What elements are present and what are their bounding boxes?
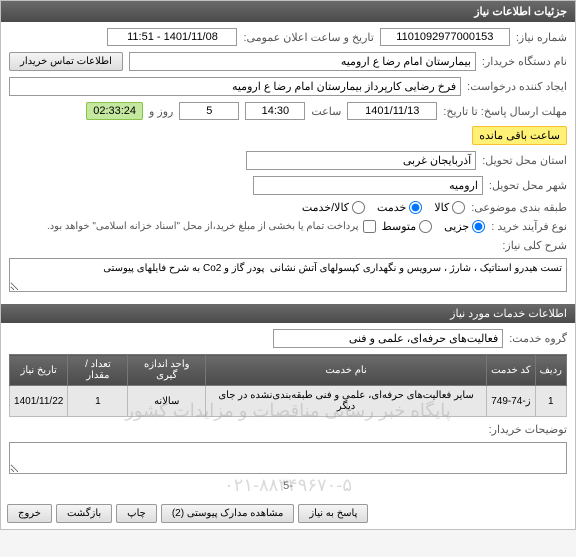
pack-goods-label: کالا [434,201,449,214]
need-number-label: شماره نیاز: [516,31,567,44]
days-value: 5 [179,102,239,120]
province-label: استان محل تحویل: [482,154,567,167]
city-label: شهر محل تحویل: [489,179,567,192]
services-bar: اطلاعات خدمات مورد نیاز [1,304,575,323]
reply-button[interactable]: پاسخ به نیاز [298,504,368,523]
buy-medium-label: متوسط [382,220,417,233]
buy-medium-radio[interactable]: متوسط [382,220,433,233]
table-header: واحد اندازه گیری [128,355,205,386]
need-number-value: 1101092977000153 [380,28,510,46]
back-button[interactable]: بازگشت [56,504,112,523]
table-cell: 1401/11/22 [10,386,68,417]
table-row: 1ز-74-749سایر فعالیت‌های حرفه‌ای، علمی و… [10,386,567,417]
exit-button[interactable]: خروج [7,504,52,523]
pack-both-label: کالا/خدمت [302,201,349,214]
buy-label: نوع فرآیند خرید : [491,220,567,233]
pack-label: طبقه بندی موضوعی: [471,201,567,214]
partial-payment-check[interactable]: پرداخت تمام یا بخشی از مبلغ خرید،از محل … [47,220,376,233]
services-table: ردیفکد خدمتنام خدمتواحد اندازه گیریتعداد… [9,354,567,417]
table-header: تاریخ نیاز [10,355,68,386]
creator-value: فرخ رضایی کارپرداز بیمارستان امام رضا ع … [9,77,461,96]
table-header: تعداد / مقدار [68,355,128,386]
province-value: آذربایجان غربی [246,151,476,170]
buy-small-label: جزیی [444,220,469,233]
pack-service-radio[interactable]: خدمت [377,201,422,214]
announce-label: تاریخ و ساعت اعلان عمومی: [243,31,373,44]
group-label: گروه خدمت: [509,332,567,345]
table-header: کد خدمت [487,355,535,386]
buyer-notes-label: توضیحات خریدار: [489,423,567,436]
remain-badge: ساعت باقی مانده [472,126,567,145]
announce-value: 1401/11/08 - 11:51 [107,28,237,46]
days-label: روز و [149,105,173,118]
table-cell: ز-74-749 [487,386,535,417]
table-cell: سایر فعالیت‌های حرفه‌ای، علمی و فنی طبقه… [205,386,486,417]
main-section: شماره نیاز: 1101092977000153 تاریخ و ساع… [1,22,575,304]
org-value: بیمارستان امام رضا ع ارومیه [129,52,476,71]
print-button[interactable]: چاپ [116,504,157,523]
time-label: ساعت [311,105,341,118]
desc-textarea[interactable] [9,258,567,292]
deadline-date: 1401/11/13 [347,102,437,120]
buy-radio-group: جزیی متوسط [382,220,486,233]
pack-goods-radio[interactable]: کالا [434,201,465,214]
pack-service-label: خدمت [377,201,406,214]
buy-small-radio[interactable]: جزیی [444,220,485,233]
desc-label: شرح کلی نیاز: [502,239,567,252]
contact-buyer-button[interactable]: اطلاعات تماس خریدار [9,52,123,71]
table-cell: سالانه [128,386,205,417]
footer-buttons: پاسخ به نیاز مشاهده مدارک پیوستی (2) چاپ… [1,498,575,529]
docs-button[interactable]: مشاهده مدارک پیوستی (2) [161,504,295,523]
table-header: ردیف [535,355,566,386]
creator-label: ایجاد کننده درخواست: [467,80,567,93]
pack-radio-group: کالا خدمت کالا/خدمت [302,201,465,214]
pager: -5 [9,480,567,492]
countdown-badge: 02:33:24 [86,102,143,120]
deadline-label: مهلت ارسال پاسخ: تا تاریخ: [443,105,567,118]
deadline-time: 14:30 [245,102,305,120]
group-value: فعالیت‌های حرفه‌ای، علمی و فنی [273,329,503,348]
table-cell: 1 [535,386,566,417]
city-value: ارومیه [253,176,483,195]
table-header: نام خدمت [205,355,486,386]
services-section: گروه خدمت: فعالیت‌های حرفه‌ای، علمی و فن… [1,323,575,498]
panel-title: جزئیات اطلاعات نیاز [1,1,575,22]
org-label: نام دستگاه خریدار: [482,55,567,68]
details-panel: جزئیات اطلاعات نیاز شماره نیاز: 11010929… [0,0,576,530]
partial-payment-label: پرداخت تمام یا بخشی از مبلغ خرید،از محل … [47,221,359,232]
table-cell: 1 [68,386,128,417]
buyer-notes-textarea[interactable] [9,442,567,474]
pack-both-radio[interactable]: کالا/خدمت [302,201,365,214]
